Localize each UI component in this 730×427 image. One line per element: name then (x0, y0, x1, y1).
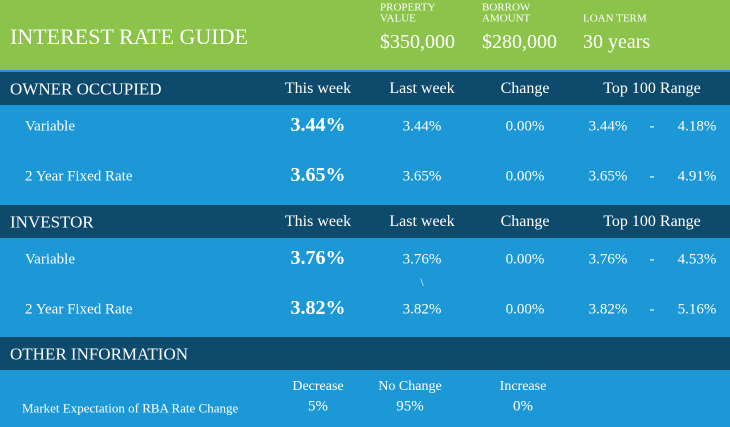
section-band (0, 205, 730, 238)
column-header: Top 100 Range (603, 80, 701, 97)
change: 0.00% (505, 251, 545, 268)
column-header: Change (500, 213, 550, 230)
range: 4.91% (677, 168, 717, 185)
section-title: OWNER OCCUPIED (10, 79, 162, 99)
column-header: Last week (389, 213, 455, 230)
range: 3.44% (588, 118, 628, 135)
range: 4.53% (677, 251, 717, 268)
column-header: Increase (499, 379, 547, 394)
range: 3.65% (588, 168, 628, 185)
field-value: $350,000 (380, 31, 455, 53)
field-label: LOAN TERM (583, 12, 647, 25)
this-week: 3.65% (290, 164, 346, 186)
range: - (649, 251, 655, 268)
value: 5% (308, 398, 328, 415)
last-week: 3.76% (402, 251, 442, 268)
last-week: 3.65% (402, 168, 442, 185)
column-header: This week (284, 80, 352, 97)
section-band (0, 72, 730, 105)
range: 5.16% (677, 301, 717, 318)
note: \ (420, 275, 424, 289)
this-week: 3.76% (290, 247, 346, 269)
header-band (0, 0, 730, 70)
column-header: Change (500, 80, 550, 97)
range: - (649, 301, 655, 318)
last-week: 3.82% (402, 301, 442, 318)
row-label: Variable (25, 251, 75, 268)
this-week: 3.44% (290, 114, 346, 136)
range: 4.18% (677, 118, 717, 135)
field-label: VALUE (380, 12, 416, 25)
change: 0.00% (505, 301, 545, 318)
title: INTEREST RATE GUIDE (10, 24, 248, 49)
row-label: Variable (25, 118, 75, 135)
field-value: 30 years (583, 31, 651, 53)
row-label: 2 Year Fixed Rate (25, 168, 133, 185)
row-label: 2 Year Fixed Rate (25, 301, 133, 318)
column-header: No Change (378, 379, 442, 394)
range: - (649, 168, 655, 185)
column-header: Decrease (292, 379, 344, 394)
row-label: Market Expectation of RBA Rate Change (22, 400, 239, 416)
last-week: 3.44% (402, 118, 442, 135)
column-header: Last week (389, 80, 455, 97)
value: 95% (396, 398, 424, 415)
range: 3.76% (588, 251, 628, 268)
field-label: PROPERTY (380, 1, 436, 14)
column-header: Top 100 Range (603, 213, 701, 230)
this-week: 3.82% (290, 297, 346, 319)
field-label: BORROW (482, 1, 531, 14)
field-value: $280,000 (482, 31, 557, 53)
section-title: INVESTOR (10, 212, 94, 232)
column-header: This week (284, 213, 352, 230)
change: 0.00% (505, 168, 545, 185)
field-label: AMOUNT (482, 12, 531, 25)
section-band (0, 337, 730, 370)
range: - (649, 118, 655, 135)
section-title: OTHER INFORMATION (10, 344, 189, 364)
value: 0% (513, 398, 533, 415)
range: 3.82% (588, 301, 628, 318)
change: 0.00% (505, 118, 545, 135)
